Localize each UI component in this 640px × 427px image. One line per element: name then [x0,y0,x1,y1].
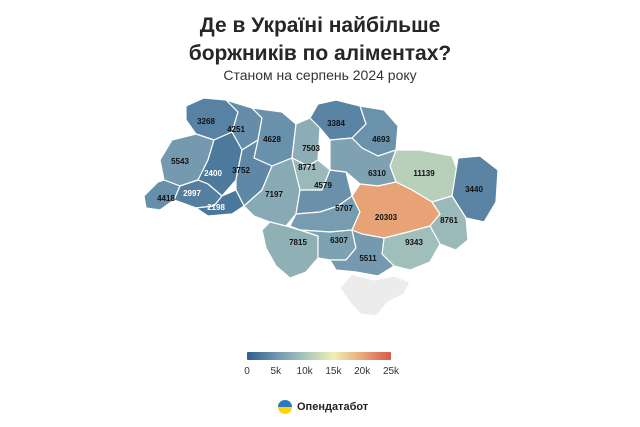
region-value-label: 5543 [171,157,189,166]
region-kyiv-city [291,117,321,167]
legend-tick-label: 20k [354,366,371,377]
legend-tick-label: 0 [244,366,250,377]
region-chernivtsi [195,189,245,217]
legend-tick-label: 10k [296,366,313,377]
region-value-label: 4628 [263,135,281,144]
region-value-label: 2198 [207,203,225,212]
region-value-label: 4579 [314,181,332,190]
region-value-label: 7197 [265,190,283,199]
chart-subtitle: Станом на серпень 2024 року [223,67,417,83]
region-value-label: 8771 [298,163,316,172]
legend-tick-label: 25k [382,366,400,377]
region-value-label: 3268 [197,117,215,126]
region-value-label: 7815 [289,238,307,247]
region-value-label: 6310 [368,169,386,178]
region-value-label: 2997 [183,189,201,198]
legend-color-bar [247,352,391,360]
region-value-label: 20303 [375,213,398,222]
region-value-label: 6307 [330,236,348,245]
region-value-label: 5707 [335,204,353,213]
region-donetsk [429,195,469,251]
brand-name: Опендатабот [297,401,369,413]
region-crimea [339,273,411,317]
region-value-label: 7503 [302,144,320,153]
region-odesa [261,221,319,279]
region-value-label: 5511 [359,254,377,263]
region-value-label: 8761 [440,216,458,225]
region-value-label: 2400 [204,169,222,178]
region-value-label: 3384 [327,119,345,128]
region-value-label: 11139 [413,169,435,178]
title-line-2: боржників по аліментах? [188,42,452,65]
brand-logo: Опендатабот [278,400,368,414]
legend-ticks: 0 5k 10k 15k 20k 25k [0,366,640,380]
region-vinnytsia [243,157,301,227]
legend-tick-label: 15k [325,366,342,377]
chart-title: Де в Україні найбільше боржників по алім… [0,12,640,68]
title-line-1: Де в Україні найбільше [199,14,441,37]
region-value-label: 4251 [227,125,245,134]
opendatabot-logo-icon [278,400,292,414]
region-value-label: 4693 [372,135,390,144]
region-value-label: 3440 [465,185,483,194]
region-kherson [329,229,395,277]
region-value-label: 4418 [157,194,175,203]
region-value-label: 9343 [405,238,423,247]
region-value-label: 3752 [232,166,250,175]
legend-tick-label: 5k [270,366,282,377]
